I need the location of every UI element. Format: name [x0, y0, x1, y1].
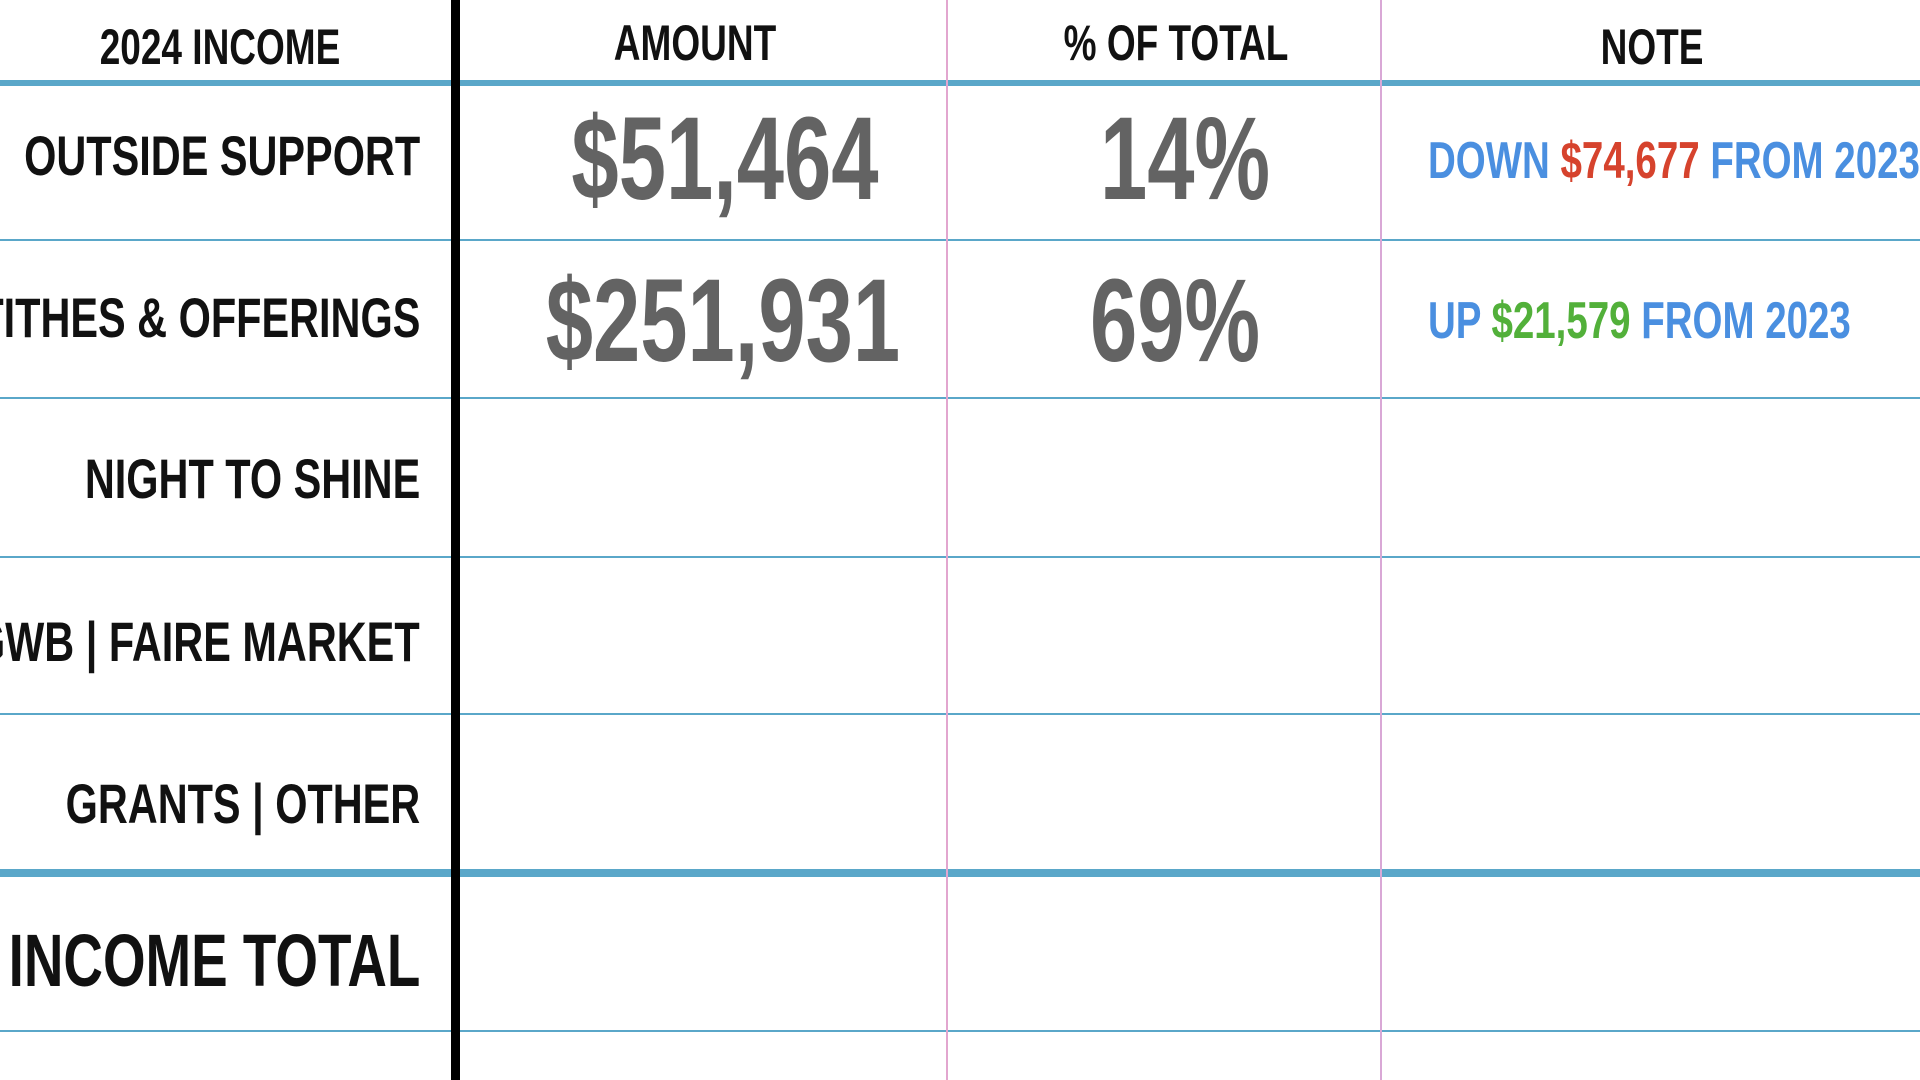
row-label-outside-support: OUTSIDE SUPPORT	[23, 124, 420, 187]
row-divider	[0, 1030, 1920, 1032]
row-divider	[0, 713, 1920, 715]
header-note: NOTE	[1600, 19, 1704, 75]
note-suffix: FROM 2023	[1710, 132, 1920, 190]
note-suffix: FROM 2023	[1641, 292, 1851, 350]
row-label-grants-other: GRANTS | OTHER	[65, 772, 420, 835]
note-increase-value: $21,579	[1491, 292, 1631, 350]
note-decrease-value: $74,677	[1560, 132, 1700, 190]
header-amount: AMOUNT	[613, 15, 777, 71]
note-prefix: UP	[1428, 292, 1481, 350]
percent-tithes-offerings: 69%	[1089, 255, 1261, 387]
percent-outside-support: 14%	[1099, 93, 1271, 225]
row-divider	[0, 239, 1920, 241]
amount-column-divider	[946, 0, 948, 1080]
total-rule	[0, 869, 1920, 877]
row-divider	[0, 397, 1920, 399]
note-prefix: DOWN	[1428, 132, 1550, 190]
note-tithes-offerings: UP $21,579 FROM 2023	[1428, 295, 1851, 347]
header-percent: % OF TOTAL	[1063, 15, 1289, 71]
note-outside-support: DOWN $74,677 FROM 2023	[1428, 135, 1920, 187]
amount-tithes-offerings: $251,931	[545, 255, 901, 387]
row-divider	[0, 556, 1920, 558]
percent-column-divider	[1380, 0, 1382, 1080]
row-label-night-to-shine: NIGHT TO SHINE	[84, 447, 420, 510]
row-label-tithes-offerings: TITHES & OFFERINGS	[0, 286, 420, 349]
header-category: 2024 INCOME	[99, 19, 341, 75]
header-rule	[0, 80, 1920, 86]
amount-outside-support: $51,464	[571, 93, 879, 225]
total-label: INCOME TOTAL	[8, 919, 420, 1002]
row-label-gwb-faire-market: GWB | FAIRE MARKET	[0, 610, 420, 673]
label-column-divider	[451, 0, 460, 1080]
